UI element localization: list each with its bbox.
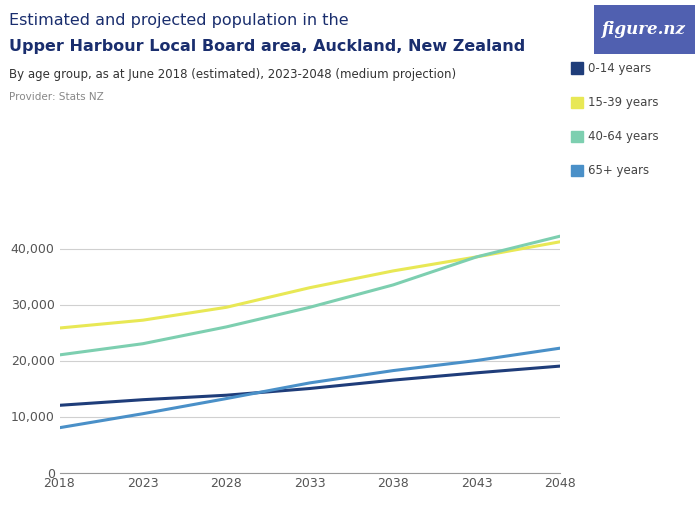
Text: 0-14 years: 0-14 years [588, 62, 651, 75]
Text: 40-64 years: 40-64 years [588, 130, 659, 143]
Text: 65+ years: 65+ years [588, 164, 649, 177]
Text: Estimated and projected population in the: Estimated and projected population in th… [9, 13, 349, 28]
Text: Provider: Stats NZ: Provider: Stats NZ [9, 92, 104, 102]
Text: figure.nz: figure.nz [602, 21, 686, 38]
Text: Upper Harbour Local Board area, Auckland, New Zealand: Upper Harbour Local Board area, Auckland… [9, 39, 525, 55]
Text: By age group, as at June 2018 (estimated), 2023-2048 (medium projection): By age group, as at June 2018 (estimated… [9, 68, 456, 81]
Text: 15-39 years: 15-39 years [588, 96, 659, 109]
